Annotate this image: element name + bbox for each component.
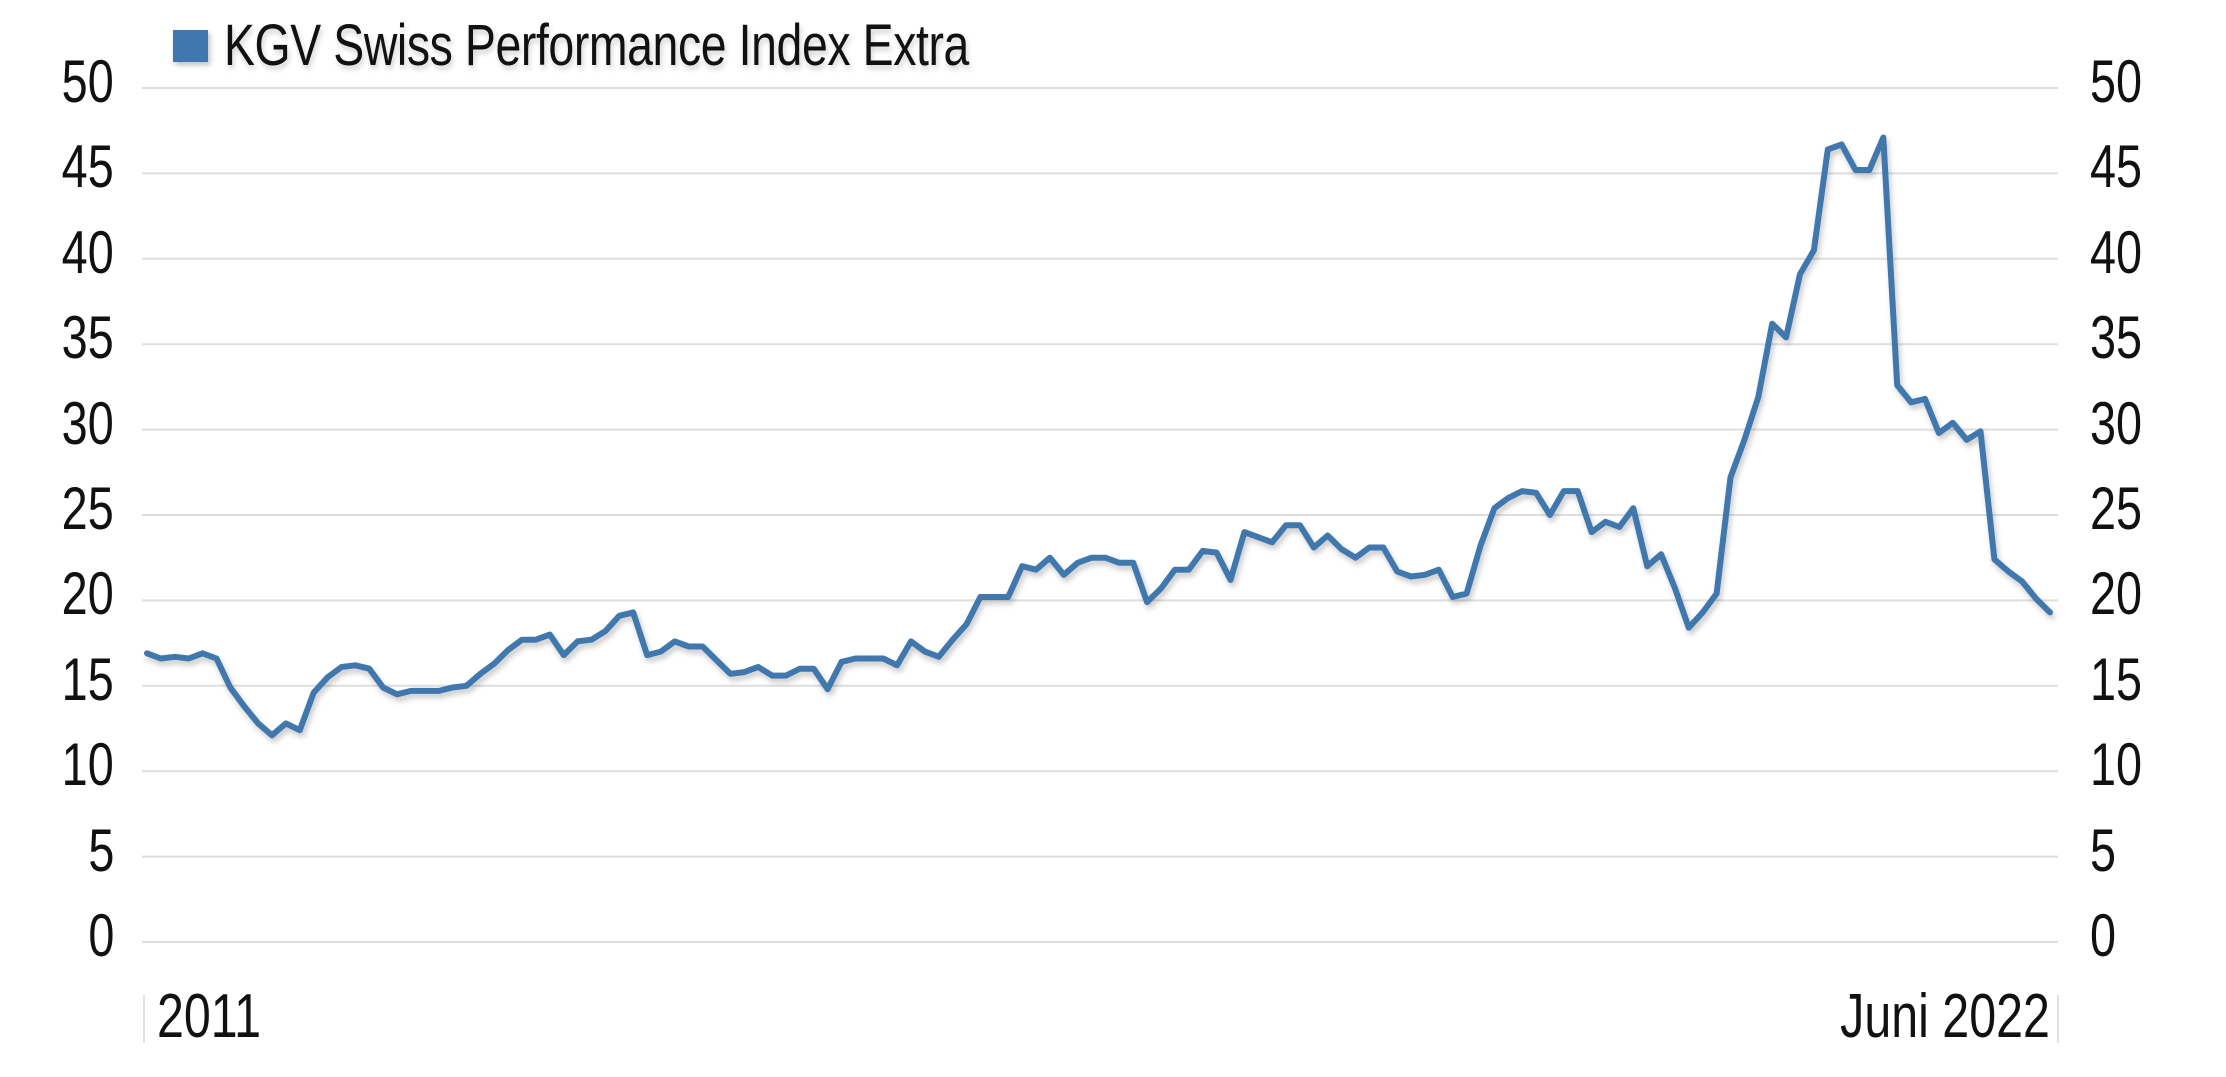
y-tick-left: 0 (87, 902, 114, 969)
y-tick-right: 0 (2090, 902, 2117, 969)
legend-label: KGV Swiss Performance Index Extra (224, 13, 969, 78)
y-tick-left: 50 (61, 48, 114, 115)
legend-swatch-icon (173, 30, 208, 62)
y-tick-left: 20 (61, 560, 114, 628)
y-tick-left: 25 (61, 475, 114, 542)
y-tick-left: 30 (61, 389, 114, 457)
x-axis-end-label: Juni 2022 (1840, 982, 2050, 1051)
y-tick-left: 5 (87, 816, 114, 884)
x-tick-end (2057, 995, 2059, 1043)
legend: KGV Swiss Performance Index Extra (173, 14, 1155, 78)
y-tick-right: 20 (2090, 560, 2143, 628)
y-tick-right: 15 (2090, 645, 2143, 713)
y-tick-right: 25 (2090, 475, 2143, 542)
y-tick-right: 35 (2090, 304, 2143, 372)
y-tick-right: 45 (2090, 133, 2143, 201)
y-tick-right: 50 (2090, 48, 2143, 115)
y-tick-left: 35 (61, 304, 114, 372)
y-tick-right: 30 (2090, 389, 2143, 457)
y-tick-right: 10 (2090, 731, 2143, 799)
x-axis-start-label: 2011 (157, 982, 261, 1051)
series-line-kgv-spi-extra (144, 134, 2053, 739)
gridlines (142, 87, 2058, 943)
y-tick-left: 10 (61, 731, 114, 799)
y-tick-left: 45 (61, 133, 114, 201)
y-tick-left: 15 (61, 645, 114, 713)
y-tick-right: 5 (2090, 816, 2117, 884)
y-tick-right: 40 (2090, 218, 2143, 286)
y-tick-left: 40 (61, 218, 114, 286)
x-tick-start (143, 995, 145, 1043)
